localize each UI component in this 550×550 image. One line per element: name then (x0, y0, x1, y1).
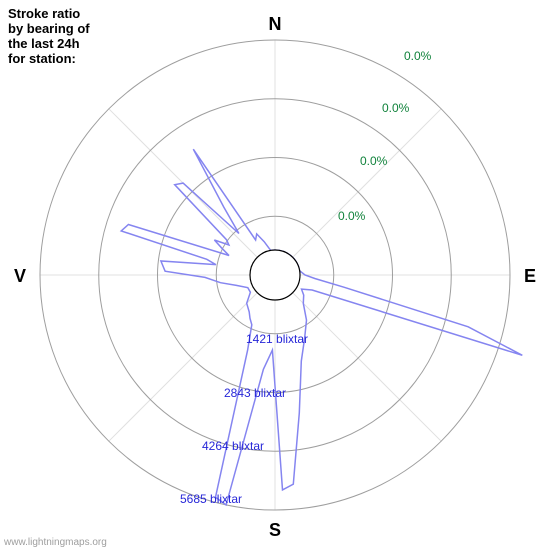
ring-count-label: 2843 blixtar (224, 386, 286, 400)
rose-polyline (121, 149, 522, 505)
ring-count-label: 5685 blixtar (180, 492, 242, 506)
ring-pct-label: 0.0% (338, 209, 366, 223)
attribution-text: www.lightningmaps.org (4, 537, 107, 548)
polar-chart: N E S V 0.0% 0.0% 0.0% 0.0% 1421 blixtar 2843 b… (0, 0, 550, 550)
ring-pct-label: 0.0% (404, 49, 432, 63)
ring-pct-label: 0.0% (360, 154, 388, 168)
ring-count-label: 4264 blixtar (202, 439, 264, 453)
inner-circle (250, 250, 300, 300)
meridian-line (293, 109, 441, 257)
compass-label-s: S (269, 520, 281, 540)
ring-count-label: 1421 blixtar (246, 332, 308, 346)
compass-label-e: E (524, 266, 536, 286)
compass-label-v: V (14, 266, 26, 286)
meridian-line (109, 293, 257, 441)
compass-label-n: N (269, 14, 282, 34)
ring-pct-label: 0.0% (382, 101, 410, 115)
meridian-line (293, 293, 441, 441)
